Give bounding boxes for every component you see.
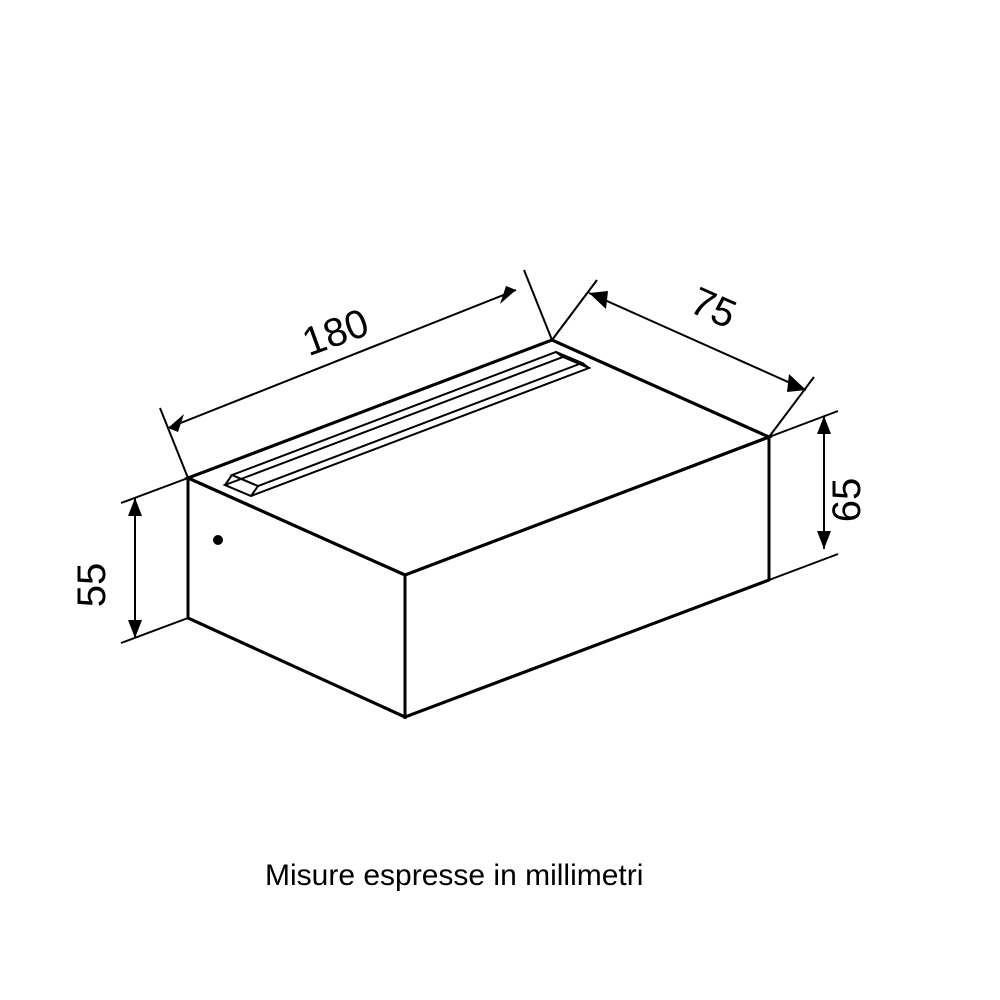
dim-height-left-label: 55 — [70, 563, 114, 608]
hole-dot — [213, 535, 223, 545]
dimension-height-right: 65 — [769, 411, 869, 580]
dimension-length: 180 — [160, 270, 552, 478]
dim-height-right-label: 65 — [825, 478, 869, 523]
dimension-height-left: 55 — [70, 478, 188, 643]
dim-length-label: 180 — [297, 301, 375, 365]
caption-text: Misure espresse in millimetri — [265, 859, 643, 892]
technical-drawing: 180 75 65 55 Misure espresse — [0, 0, 1000, 1000]
dim-width-label: 75 — [684, 279, 743, 337]
